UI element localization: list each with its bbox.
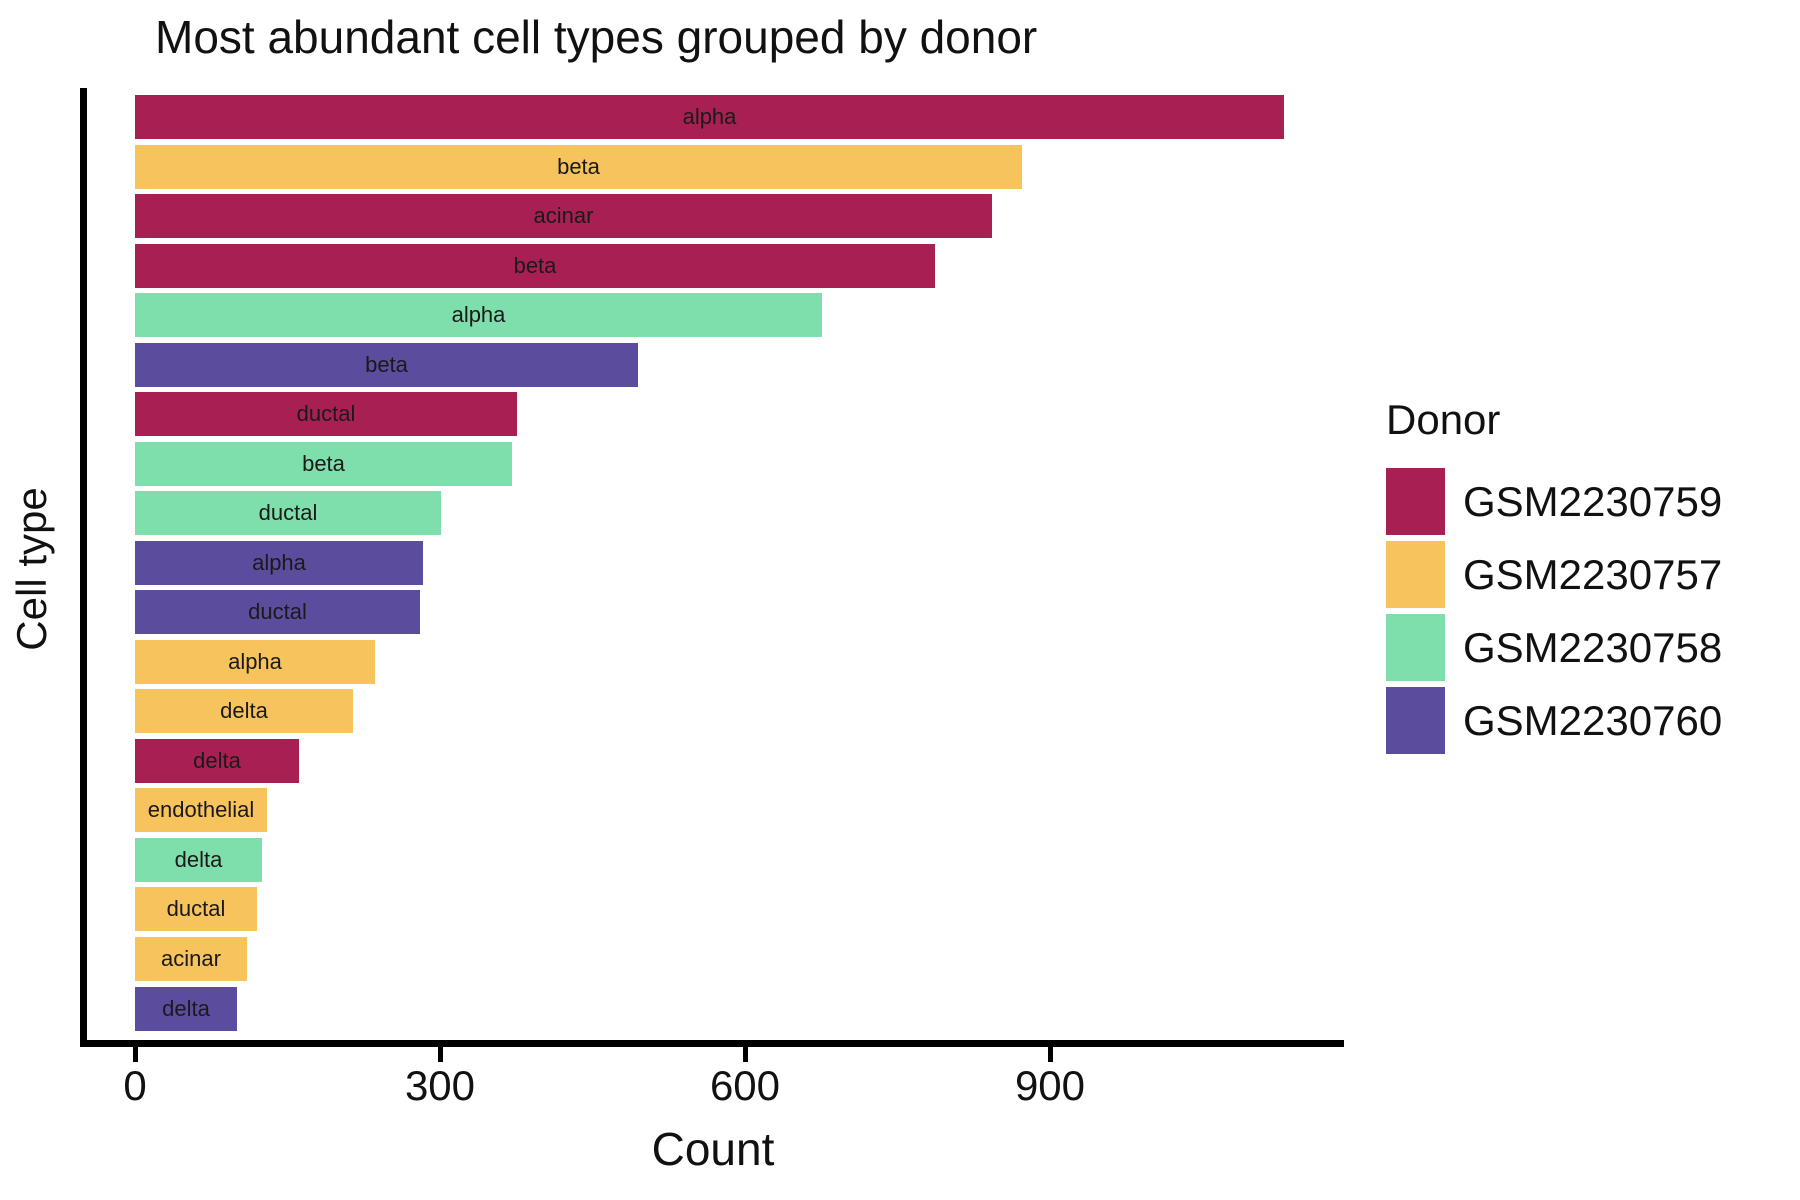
bar-label: ductal [258,500,318,525]
bar-alpha-GSM2230757 [135,640,375,684]
bar-beta-GSM2230757 [135,145,1022,189]
bar-label: ductal [296,401,356,426]
bar-ductal-GSM2230760 [135,590,420,634]
x-tick-mark-300 [438,1047,443,1062]
legend-swatch-GSM2230757 [1386,541,1445,608]
bar-label: acinar [533,203,594,228]
legend-label: GSM2230757 [1463,550,1723,598]
bar-label: delta [193,748,241,773]
x-tick-mark-0 [133,1047,138,1062]
x-tick-label-300: 300 [404,1062,476,1109]
bar-label: delta [162,996,210,1021]
legend-label: GSM2230758 [1463,623,1723,671]
bar-beta-GSM2230759 [135,244,935,288]
x-tick-mark-600 [743,1047,748,1062]
x-tick-label-900: 900 [1014,1062,1086,1109]
y-axis-label: Cell type [8,487,55,651]
bar-alpha-GSM2230758 [135,293,822,337]
bar-alpha-GSM2230760 [135,541,423,585]
bar-label: endothelial [147,797,255,822]
x-axis-spine [80,1040,1344,1047]
chart-title: Most abundant cell types grouped by dono… [155,11,1038,63]
bar-delta-GSM2230757 [135,689,353,733]
legend-entry-GSM2230757: GSM2230757 [1386,541,1722,608]
bar-label: beta [365,352,408,377]
bar-beta-GSM2230760 [135,343,638,387]
x-axis-label: Count [651,1123,775,1175]
bar-label: beta [557,154,600,179]
bar-ductal-GSM2230758 [135,491,441,535]
x-tick-mark-900 [1048,1047,1053,1062]
y-axis-spine [80,88,87,1047]
bar-label: beta [513,253,557,278]
legend-entries: GSM2230759 GSM2230757 GSM2230758 GSM2230760 [1386,468,1722,754]
x-tick-label-600: 600 [709,1062,781,1109]
legend-swatch-GSM2230759 [1386,468,1445,535]
legend-entry-GSM2230758: GSM2230758 [1386,614,1722,681]
legend-label: GSM2230760 [1463,696,1723,744]
legend-title: Donor [1386,396,1501,443]
bar-label: ductal [166,896,226,921]
bar-label: alpha [252,550,306,575]
bar-delta-GSM2230760 [135,987,237,1031]
bar-ductal-GSM2230757 [135,887,257,931]
bar-label: delta [220,698,268,723]
bar-label: delta [174,847,223,872]
legend-swatch-GSM2230758 [1386,614,1445,681]
x-tick-label-0: 0 [123,1062,147,1109]
bar-label: ductal [248,599,307,624]
bar-label: beta [302,451,345,476]
bar-label: alpha [682,104,737,129]
bar-alpha-GSM2230759 [135,95,1284,139]
bar-label: acinar [161,946,221,971]
bar-acinar-GSM2230757 [135,937,247,981]
bar-label: alpha [451,302,506,327]
bar-acinar-GSM2230759 [135,194,992,238]
legend-entry-GSM2230759: GSM2230759 [1386,468,1722,535]
bar-delta-GSM2230758 [135,838,262,882]
legend-entry-GSM2230760: GSM2230760 [1386,687,1722,754]
bar-ductal-GSM2230759 [135,392,517,436]
legend: Donor GSM2230759 GSM2230757 GSM2230758 GSM2… [1386,396,1722,760]
legend-label: GSM2230759 [1463,477,1723,525]
bar-endothelial-GSM2230757 [135,788,267,832]
bar-delta-GSM2230759 [135,739,299,783]
bar-label: alpha [228,649,282,674]
legend-swatch-GSM2230760 [1386,687,1445,754]
bar-beta-GSM2230758 [135,442,512,486]
